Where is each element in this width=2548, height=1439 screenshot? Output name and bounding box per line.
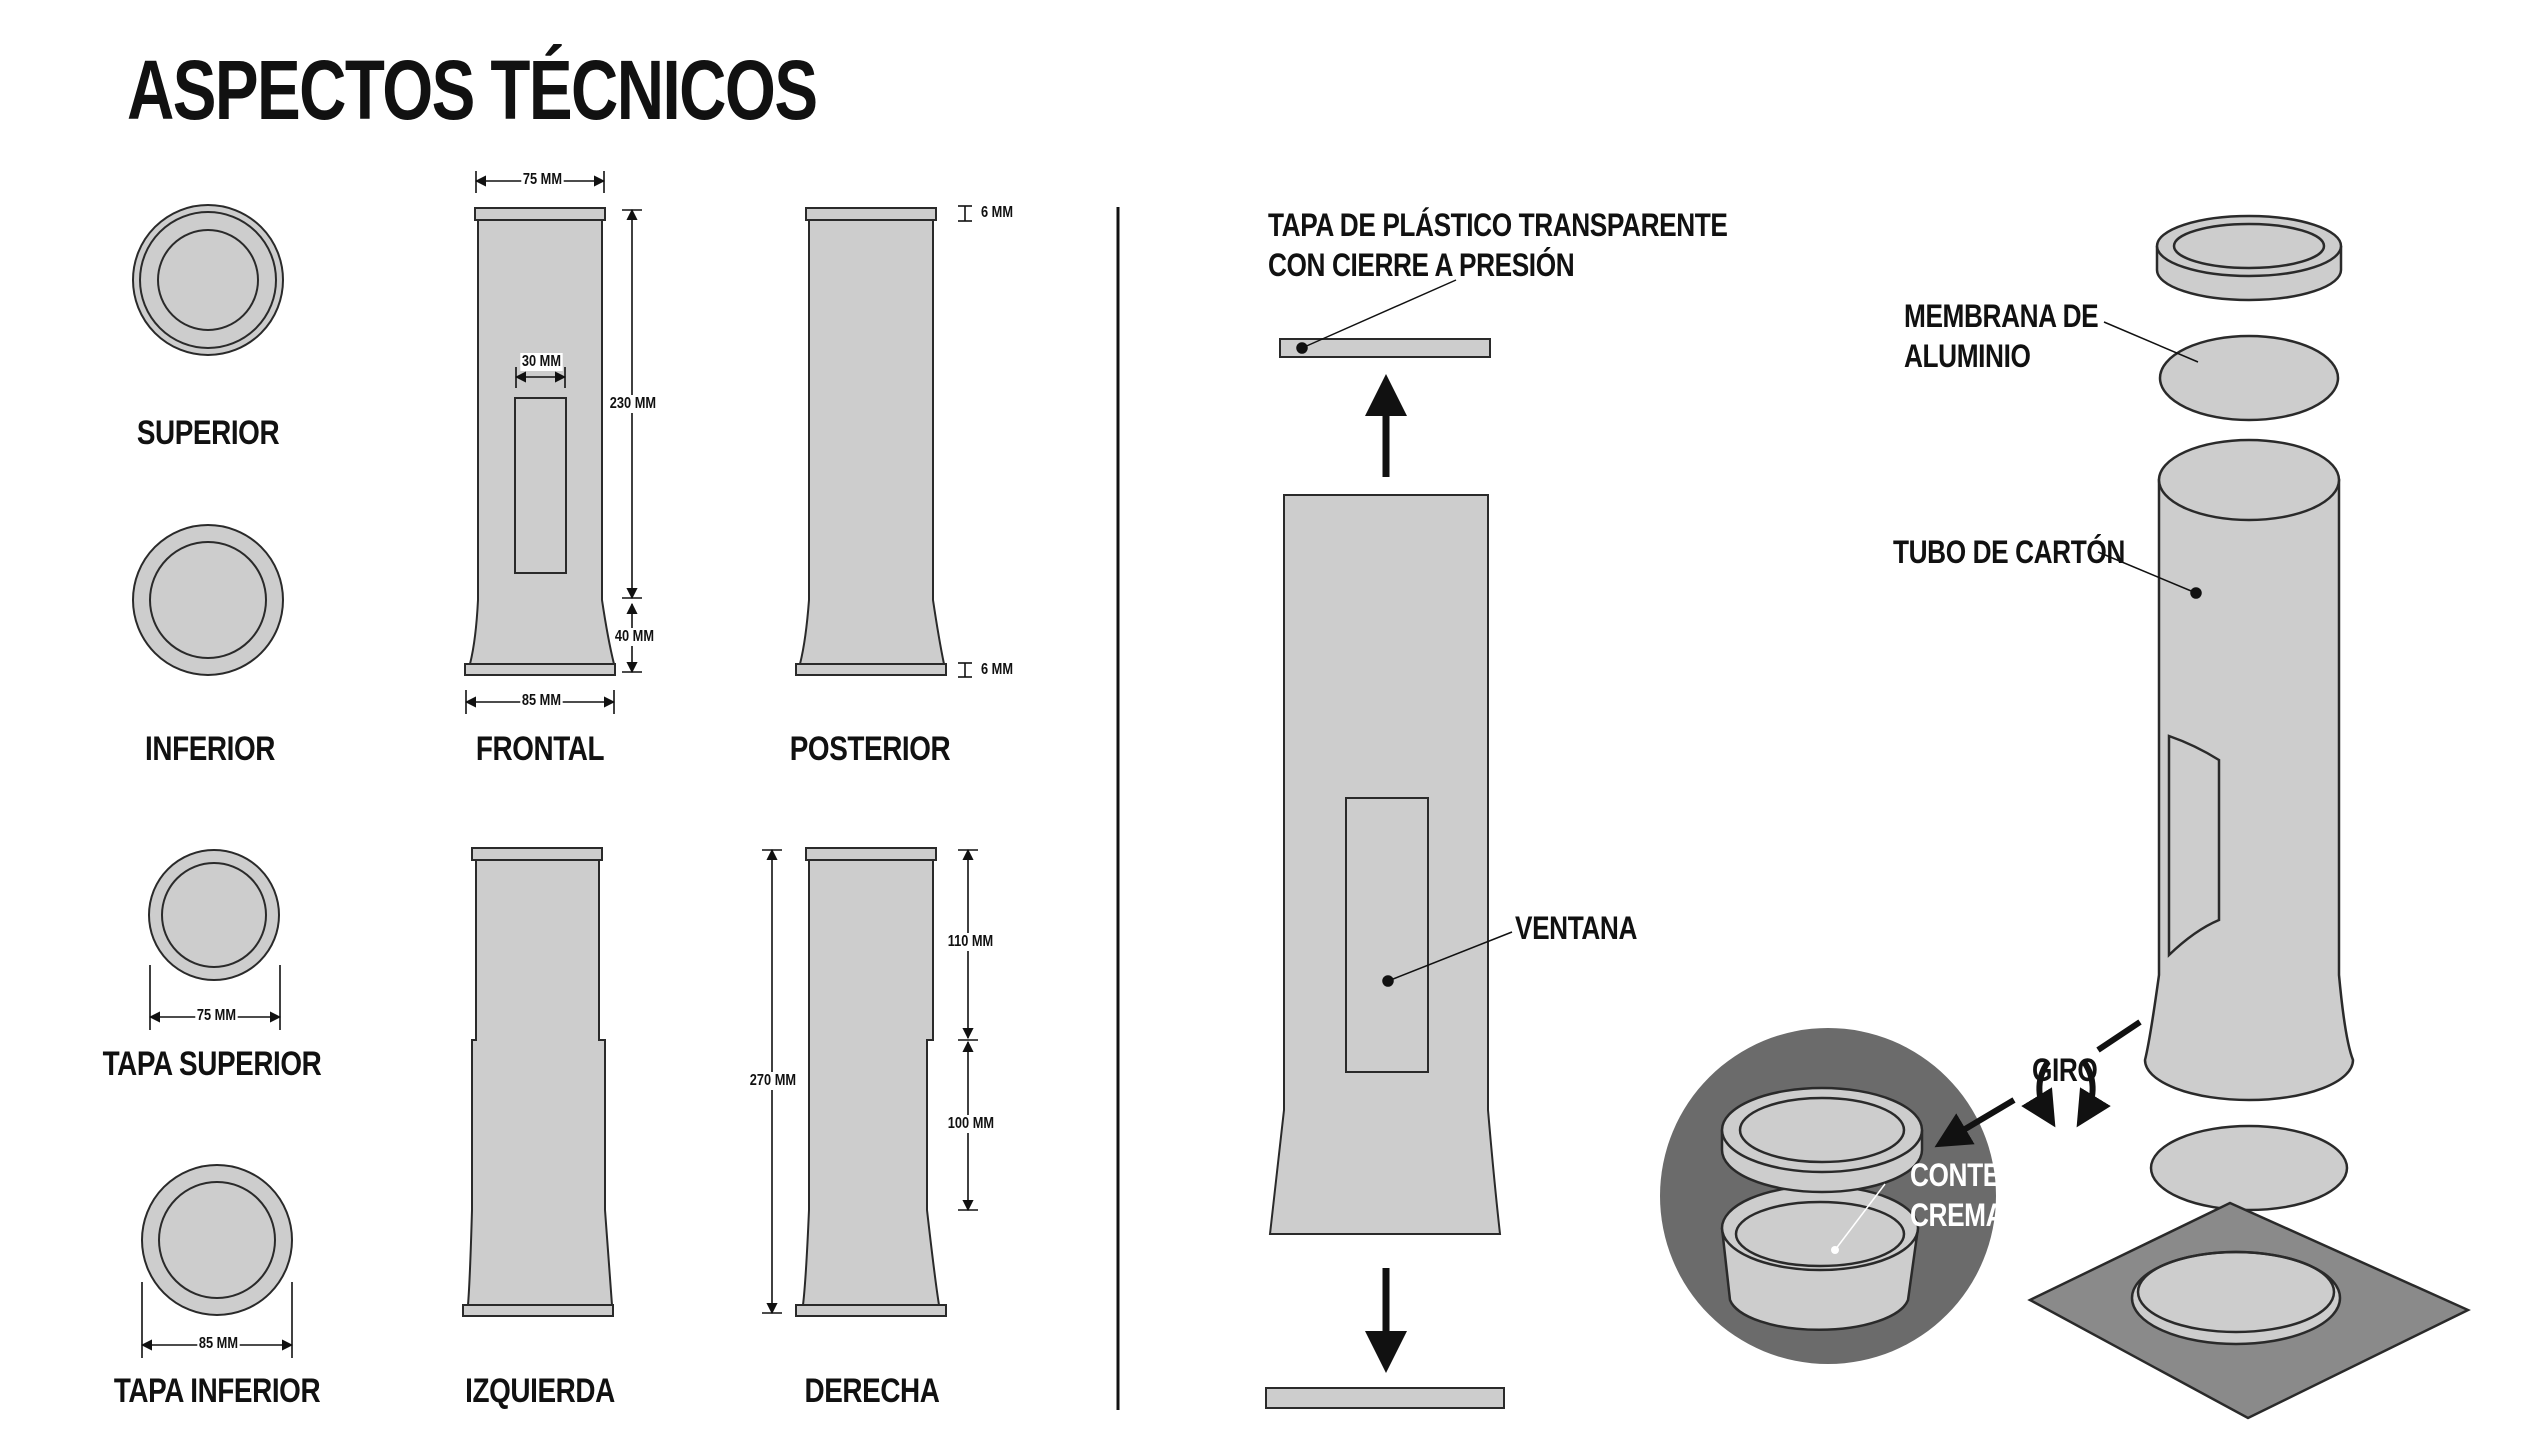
tapa-superior-view [148,849,280,981]
label-derecha: DERECHA [804,1372,940,1410]
callout-tapa-plastico: TAPA DE PLÁSTICO TRANSPARENTE CON CIERRE… [1268,207,1728,283]
derecha-view [795,847,947,1317]
dim-frontal-base-width: 85 MM [520,692,563,710]
label-izquierda: IZQUIERDA [465,1372,615,1410]
dim-derecha-lower: 100 MM [946,1115,996,1133]
dim-frontal-height: 230 MM [608,395,658,413]
frontal-view [464,207,616,676]
middle-exploded-view [1265,338,1505,1409]
dim-tapa-inferior-diameter: 85 MM [197,1335,240,1353]
label-posterior: POSTERIOR [789,730,951,768]
page-title: ASPECTOS TÉCNICOS [127,43,818,137]
callout-giro: GIRO [2032,1052,2098,1088]
callout-membrana: MEMBRANA DE ALUMINIO [1904,298,2099,374]
dim-derecha-total: 270 MM [748,1072,798,1090]
label-frontal: FRONTAL [475,730,605,768]
posterior-view [795,207,947,676]
isometric-view [2027,214,2471,1420]
callout-contenedor: CONTENEDOR DE CREMAS DULCES [1910,1157,2136,1233]
dim-frontal-base-height: 40 MM [613,628,656,646]
dim-frontal-window-width: 30 MM [520,353,563,371]
label-tapa-inferior: TAPA INFERIOR [113,1372,321,1410]
container-detail [1660,1028,1996,1364]
dim-posterior-top-cap: 6 MM [979,204,1015,222]
dim-frontal-top-width: 75 MM [521,171,564,189]
inferior-view [132,524,284,676]
superior-view [132,204,284,356]
label-inferior: INFERIOR [145,730,275,768]
dim-tapa-superior-diameter: 75 MM [195,1007,238,1025]
label-superior: SUPERIOR [136,414,280,452]
callout-tubo: TUBO DE CARTÓN [1893,534,2125,570]
izquierda-view [462,847,614,1317]
tapa-inferior-view [141,1164,293,1316]
dim-posterior-bottom-cap: 6 MM [979,661,1015,679]
callout-ventana: VENTANA [1515,910,1638,946]
label-tapa-superior: TAPA SUPERIOR [102,1045,322,1083]
dim-derecha-upper: 110 MM [946,933,995,951]
